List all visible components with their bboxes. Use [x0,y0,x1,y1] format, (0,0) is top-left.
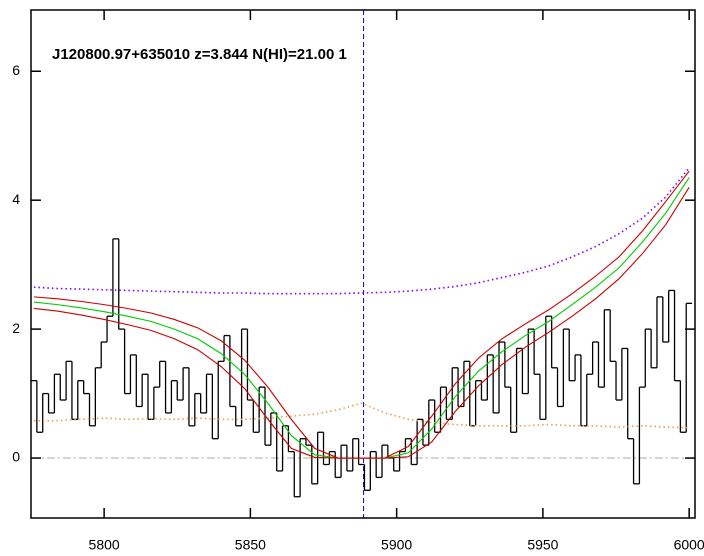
model-curve [33,170,690,459]
y-tick-label: 0 [12,449,20,465]
x-tick-label: 5800 [89,537,120,553]
y-tick-label: 6 [12,62,20,78]
model-curve [33,177,690,459]
x-tick-label: 6000 [674,537,704,553]
y-tick-label: 2 [12,320,20,336]
x-tick-label: 5950 [527,537,558,553]
dotted-curve [33,167,690,295]
y-tick-label: 4 [12,191,20,207]
x-tick-label: 5900 [381,537,412,553]
x-tick-label: 5850 [235,537,266,553]
model-curve [33,186,690,459]
plot-frame [30,9,696,519]
chart-title: J120800.97+635010 z=3.844 N(HI)=21.00 1 [52,46,347,63]
plot-area [31,10,695,518]
dotted-curve [33,402,690,429]
